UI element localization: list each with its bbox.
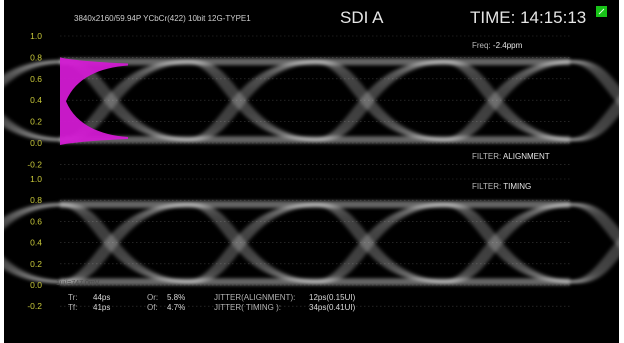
y-tick-label: -0.2 — [27, 301, 42, 311]
eye-trace — [313, 202, 442, 284]
eye-trace — [187, 202, 316, 284]
tf-value: 41ps — [93, 303, 111, 312]
bottom-filter-label: FILTER: — [472, 182, 502, 191]
y-tick-label: 0.4 — [30, 238, 42, 248]
bottom-filter-value: TIMING — [503, 182, 532, 191]
top-filter-value: ALIGNMENT — [502, 152, 550, 161]
eye-trace — [185, 202, 314, 284]
waveform-monitor-screen: 1.0 0.8 0.6 0.4 0.2 0.0 -0.2 1.0 0.8 0.6 0.4 0.2 0.… — [4, 0, 619, 343]
eye-trace — [441, 202, 570, 284]
bottom-panel-y-axis: 1.0 0.8 0.6 0.4 0.2 0.0 -0.2 — [27, 174, 42, 311]
eye-trace — [313, 60, 442, 142]
eye-trace — [59, 202, 188, 284]
eye-trace — [580, 202, 619, 233]
eye-rail — [60, 58, 570, 66]
jitter-timing-label: JITTER( TIMING ): — [214, 303, 281, 312]
y-tick-label: 0.2 — [30, 259, 42, 269]
y-tick-label: 1.0 — [30, 174, 42, 184]
y-tick-label: 1.0 — [30, 31, 42, 41]
eye-trace — [441, 60, 570, 142]
top-filter-readout: FILTER: ALIGNMENT — [472, 152, 550, 161]
eye-trace — [57, 202, 186, 284]
y-tick-label: 0.8 — [30, 195, 42, 205]
freq-readout: Freq: -2.4ppm — [472, 41, 522, 50]
eye-trace — [187, 202, 316, 284]
tf-label: Tf: — [68, 303, 78, 312]
eye-trace — [443, 60, 572, 142]
eye-trace — [315, 202, 444, 284]
freq-label: Freq: — [472, 41, 491, 50]
jitter-timing-value: 34ps(0.41UI) — [309, 303, 356, 312]
histogram-shape — [60, 57, 128, 145]
eye-trace — [185, 60, 314, 142]
eye-rail — [60, 200, 570, 208]
eye-trace — [580, 254, 619, 284]
y-tick-label: 0.2 — [30, 117, 42, 127]
y-tick-label: 0.6 — [30, 74, 42, 84]
eye-trace — [313, 202, 442, 284]
tr-value: 44ps — [93, 293, 111, 302]
tr-label: Tr: — [68, 293, 78, 302]
eye-trace — [187, 60, 316, 142]
eye-trace — [4, 113, 69, 142]
eye-trace — [315, 60, 444, 142]
eye-trace — [185, 60, 314, 142]
time-value: 14:15:13 — [520, 8, 587, 27]
y-tick-label: 0.8 — [30, 52, 42, 62]
input-channel: SDI A — [340, 8, 384, 27]
eye-trace — [57, 202, 186, 284]
top-panel-y-axis: 1.0 0.8 0.6 0.4 0.2 0.0 -0.2 — [27, 31, 42, 169]
eye-pattern-display: 1.0 0.8 0.6 0.4 0.2 0.0 -0.2 1.0 0.8 0.6 0.4 0.2 0.… — [4, 31, 619, 311]
eye-trace — [441, 60, 570, 142]
y-tick-label: 0.0 — [30, 280, 42, 290]
signal-format: 3840x2160/59.94P YCbCr(422) 10bit 12G-TY… — [74, 14, 251, 23]
eye-trace — [59, 202, 188, 284]
time-label: TIME: — [470, 8, 516, 27]
eye-trace — [315, 202, 444, 284]
amplitude-scale: 1ui/=747.0mV — [56, 280, 100, 287]
eye-trace — [580, 60, 619, 90]
bottom-eye-pattern — [4, 200, 619, 286]
eye-rail — [60, 136, 570, 144]
eye-trace — [443, 60, 572, 142]
of-value: 4.7% — [167, 303, 186, 312]
eye-trace — [313, 60, 442, 142]
clock: TIME: 14:15:13 — [470, 8, 586, 28]
or-value: 5.8% — [167, 293, 186, 302]
or-label: Or: — [147, 293, 159, 302]
top-filter-label: FILTER: — [472, 152, 502, 161]
y-tick-label: 0.6 — [30, 216, 42, 226]
jitter-alignment-value: 12ps(0.15UI) — [309, 293, 356, 302]
eye-trace — [443, 202, 572, 284]
eye-trace — [580, 111, 619, 142]
of-label: Of: — [147, 303, 158, 312]
freq-value: -2.4ppm — [492, 41, 523, 50]
y-tick-label: -0.2 — [27, 159, 42, 169]
eye-trace — [185, 202, 314, 284]
eye-trace — [315, 60, 444, 142]
eye-trace — [4, 202, 69, 231]
eye-trace — [4, 60, 69, 88]
eye-trace — [441, 202, 570, 284]
bottom-filter-readout: FILTER: TIMING — [472, 182, 531, 191]
eye-rail — [60, 278, 570, 286]
eye-trace — [4, 256, 69, 284]
eye-trace — [187, 60, 316, 142]
eye-trace — [443, 202, 572, 284]
jitter-alignment-label: JITTER(ALIGNMENT): — [214, 293, 296, 302]
y-tick-label: 0.0 — [30, 138, 42, 148]
y-tick-label: 0.4 — [30, 95, 42, 105]
lock-indicator-icon — [596, 6, 607, 17]
jitter-histogram — [60, 57, 128, 145]
